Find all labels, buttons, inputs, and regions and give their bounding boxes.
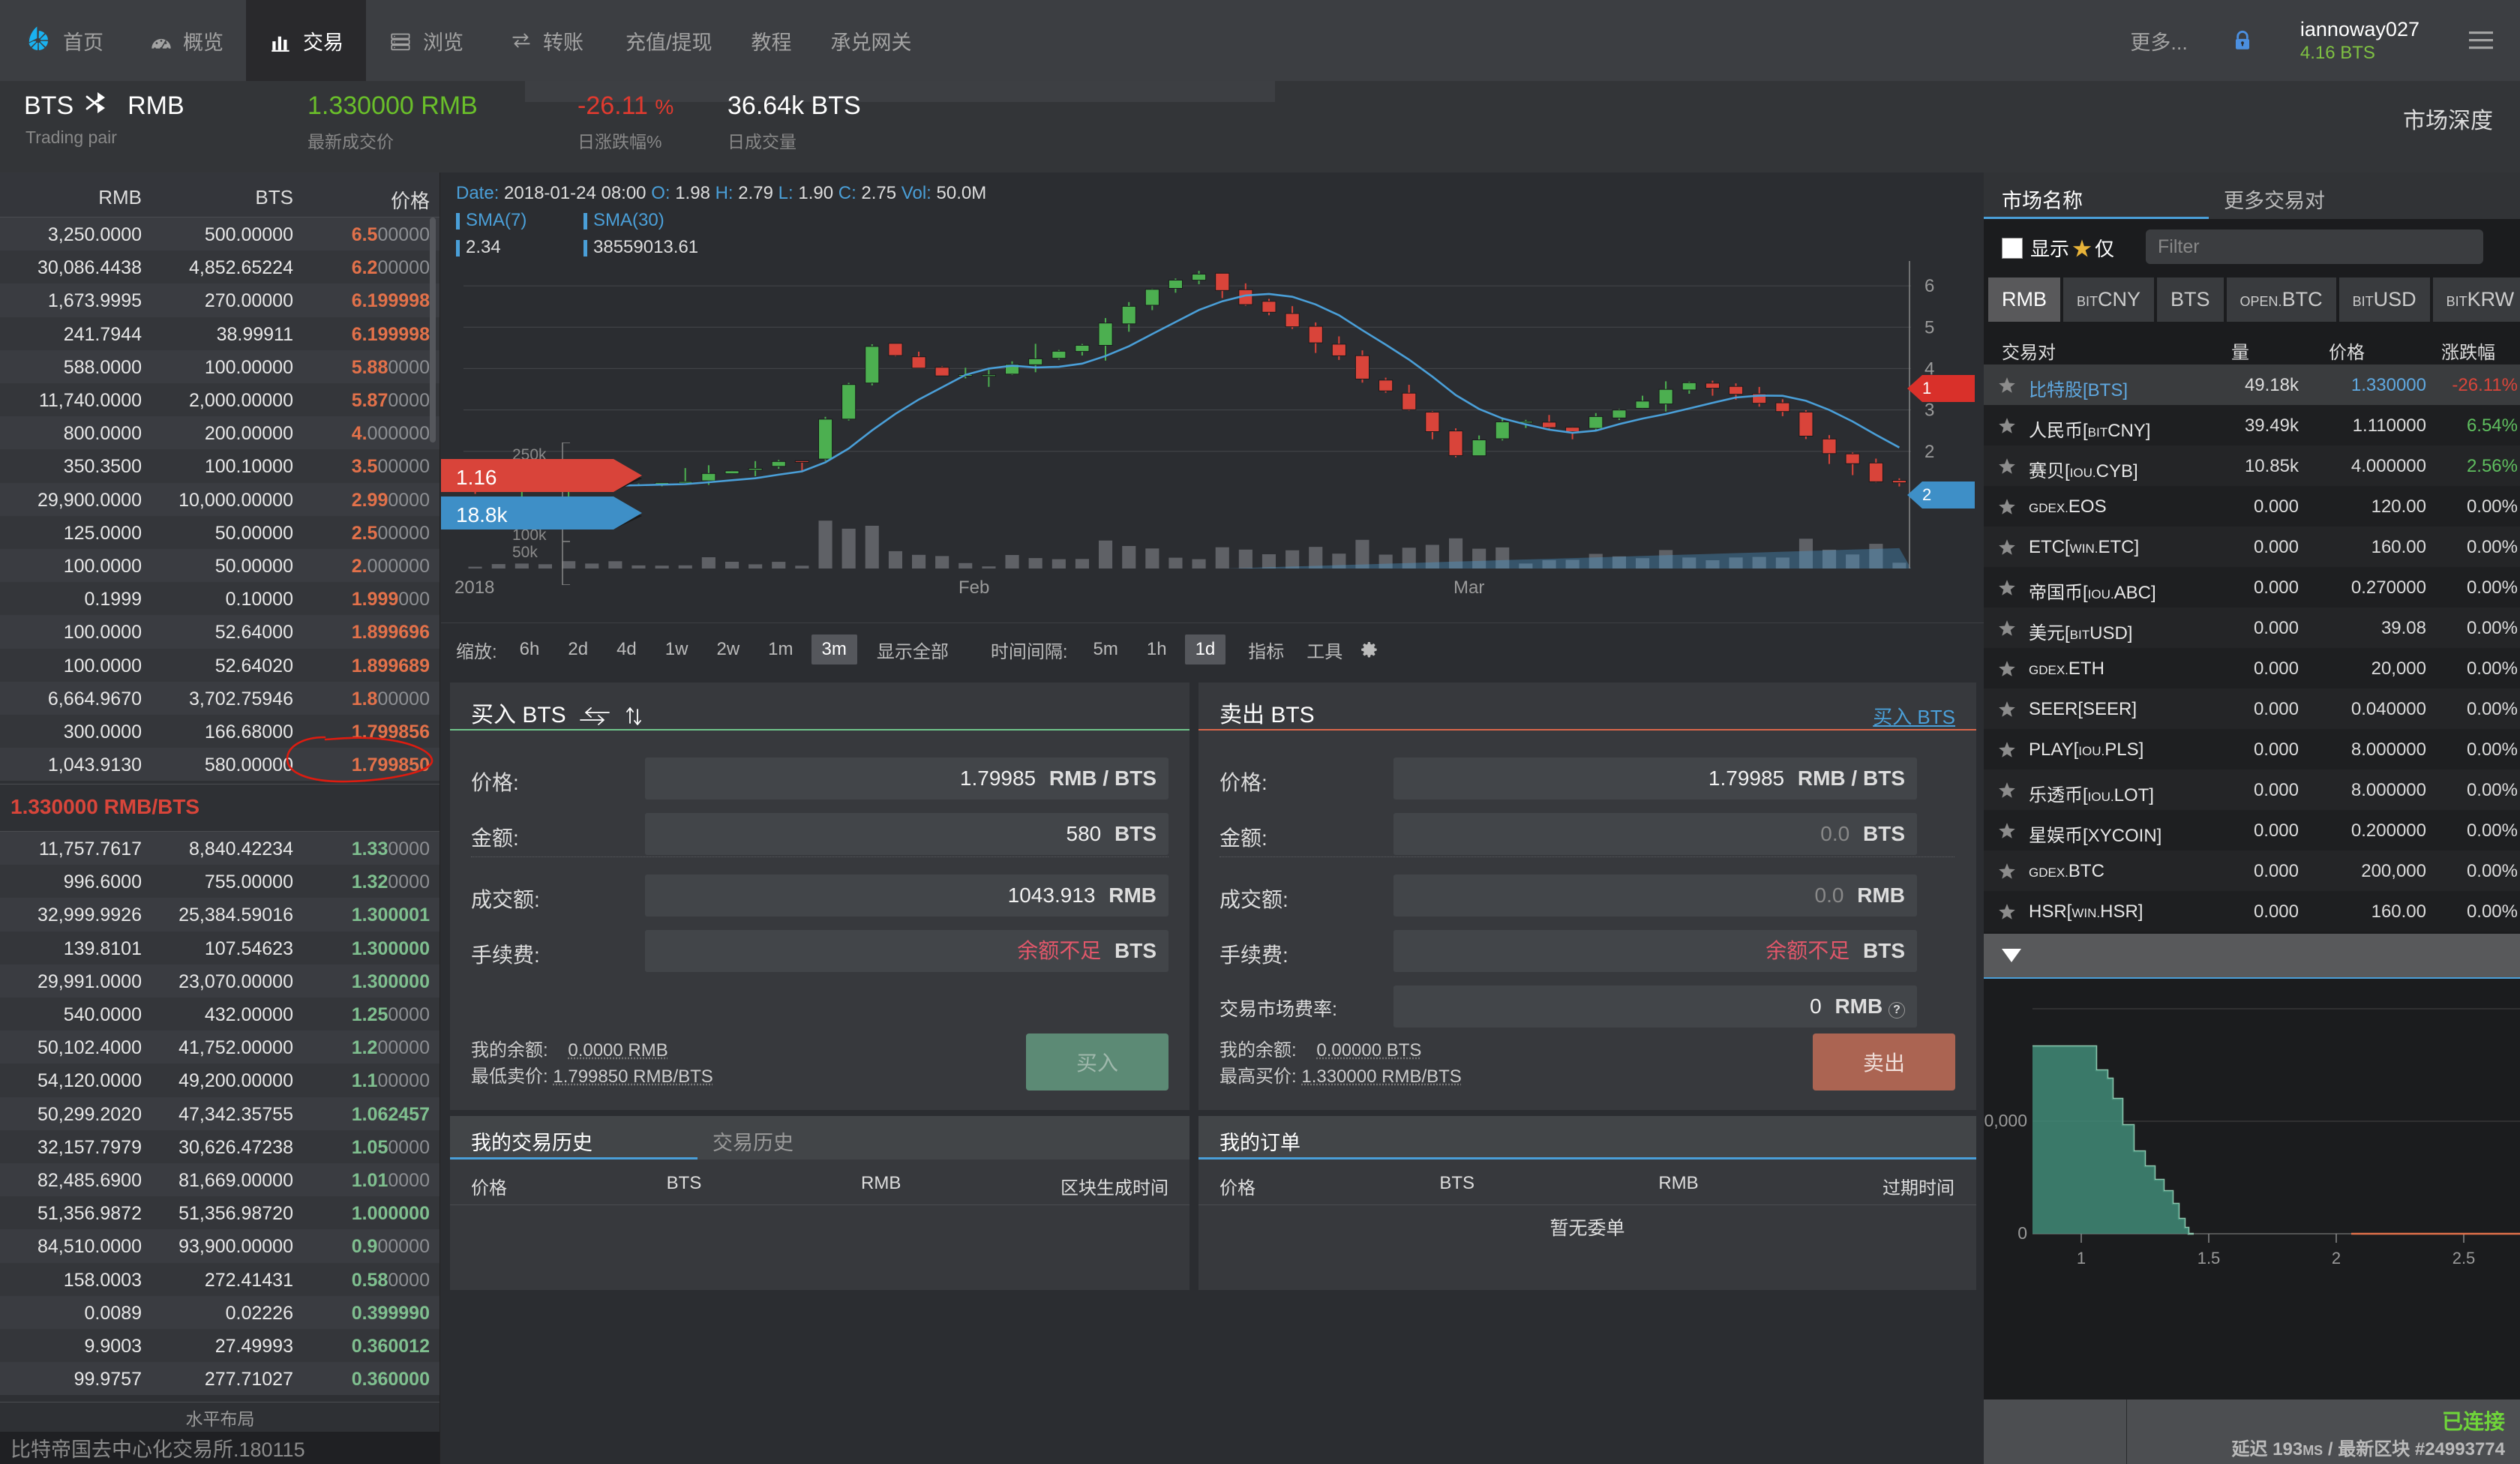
- svg-text:3: 3: [1924, 400, 1934, 421]
- svg-text:0: 0: [2018, 1223, 2027, 1243]
- svg-text:2: 2: [1924, 442, 1934, 462]
- svg-text:1: 1: [2077, 1249, 2086, 1268]
- svg-text:6: 6: [1924, 276, 1934, 296]
- svg-text:250,000: 250,000: [1984, 1111, 2027, 1130]
- svg-text:5: 5: [1924, 317, 1934, 338]
- svg-text:2: 2: [2332, 1249, 2341, 1268]
- svg-text:1.5: 1.5: [2198, 1249, 2221, 1268]
- svg-text:2.5: 2.5: [2452, 1249, 2476, 1268]
